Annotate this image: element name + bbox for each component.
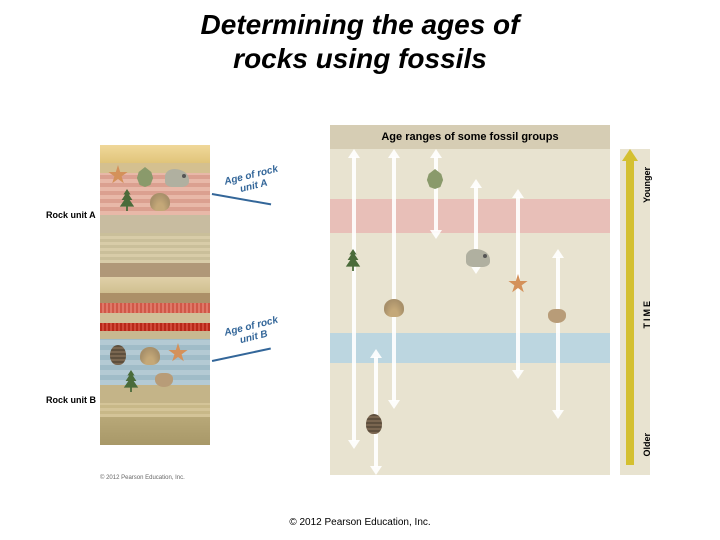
age-a-label: Age of rock unit A [223, 164, 282, 199]
trilobite-icon [366, 414, 382, 434]
chart-body [330, 149, 610, 475]
fossil-star [168, 343, 188, 363]
pointer-b [212, 348, 271, 362]
trilobite-icon [110, 345, 126, 365]
time-label: TIME [642, 299, 652, 329]
fossil-shell [150, 193, 170, 211]
leaf-icon [136, 167, 154, 187]
skull-icon [466, 249, 490, 267]
strat-layer [100, 313, 210, 323]
range-icon-tree [344, 249, 362, 271]
shell-icon [384, 299, 404, 317]
range-icon-leaf [426, 169, 444, 189]
range-trilobite [370, 349, 382, 475]
range-tree [348, 149, 360, 449]
rock-unit-a-label: Rock unit A [46, 210, 96, 220]
time-axis: Younger TIME Older [620, 149, 650, 475]
brach-icon [155, 373, 173, 387]
fossil-star [108, 165, 128, 185]
tree-icon [118, 189, 136, 211]
strat-layer [100, 277, 210, 293]
fossil-tree [122, 370, 140, 392]
fossil-shell [140, 347, 160, 365]
diagram: Rock unit A Rock unit B Age of rock unit… [60, 115, 660, 495]
fossil-skull [165, 169, 189, 187]
brach-icon [548, 309, 566, 323]
younger-label: Younger [642, 167, 652, 203]
fossil-range-chart: Age ranges of some fossil groups [330, 125, 610, 475]
star-icon [108, 165, 128, 185]
shell-icon [140, 347, 160, 365]
strat-layer [100, 385, 210, 403]
rock-unit-b-label: Rock unit B [46, 395, 96, 405]
strat-layer [100, 417, 210, 445]
copyright-footer: © 2012 Pearson Education, Inc. [0, 517, 720, 528]
leaf-icon [426, 169, 444, 189]
range-icon-shell [384, 299, 404, 317]
title-line-2: rocks using fossils [0, 42, 720, 76]
chart-header: Age ranges of some fossil groups [330, 125, 610, 149]
strat-layer [100, 263, 210, 277]
range-icon-brach [548, 309, 566, 323]
page-title: Determining the ages of rocks using foss… [0, 0, 720, 75]
range-icon-star [508, 274, 528, 294]
fossil-trilobite [110, 345, 126, 365]
range-shell [388, 149, 400, 409]
strat-layer [100, 323, 210, 331]
fossil-brach [155, 373, 173, 387]
strat-layer [100, 303, 210, 313]
older-label: Older [642, 433, 652, 457]
skull-icon [165, 169, 189, 187]
star-icon [168, 343, 188, 363]
tree-icon [122, 370, 140, 392]
strat-layer [100, 293, 210, 303]
copyright-small: © 2012 Pearson Education, Inc. [100, 475, 185, 481]
strat-layer [100, 403, 210, 417]
stratigraphic-column [100, 145, 210, 465]
strat-layer [100, 215, 210, 233]
range-leaf [430, 149, 442, 239]
range-brach [552, 249, 564, 419]
strat-layer [100, 233, 210, 263]
tree-icon [344, 249, 362, 271]
star-icon [508, 274, 528, 294]
range-icon-skull [466, 249, 490, 267]
strat-layer [100, 331, 210, 339]
fossil-leaf [136, 167, 154, 187]
strat-layer [100, 145, 210, 163]
age-b-label: Age of rock unit B [223, 315, 282, 350]
shell-icon [150, 193, 170, 211]
title-line-1: Determining the ages of [0, 8, 720, 42]
fossil-tree [118, 189, 136, 211]
range-icon-trilobite [366, 414, 382, 434]
